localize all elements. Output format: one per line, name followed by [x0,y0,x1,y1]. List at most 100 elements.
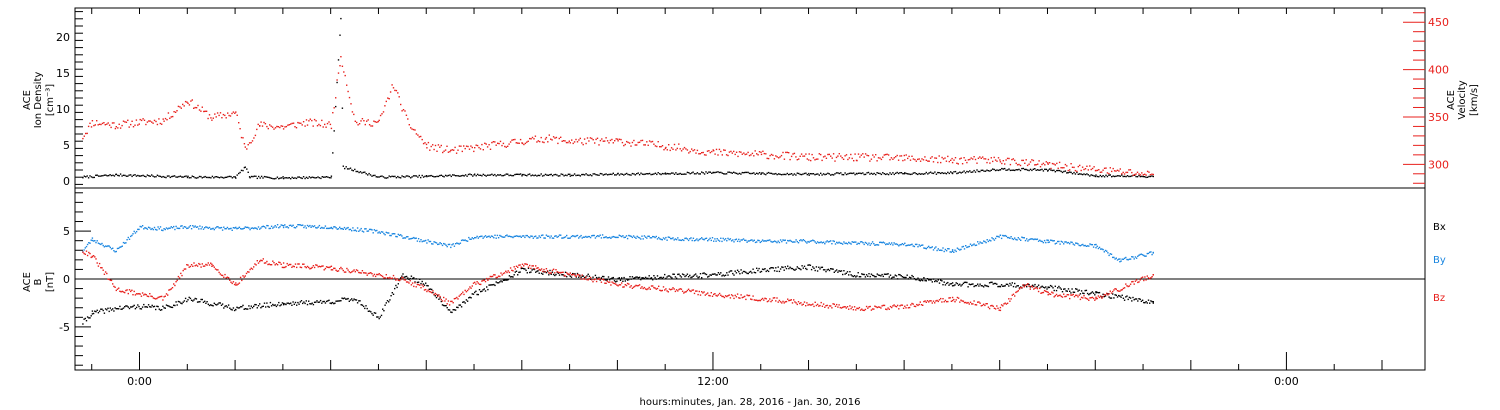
by-point [195,226,198,228]
bx-point [951,285,954,287]
density-point [507,173,509,175]
by-point [269,227,272,230]
density-point [432,175,434,177]
by-point [305,227,307,229]
by-point [486,236,488,238]
density-point [173,175,176,177]
velocity-point [1131,171,1133,174]
bz-point [468,288,470,290]
by-point [155,228,157,231]
bx-point [454,309,457,311]
bz-point [377,273,379,276]
bz-point [586,278,588,281]
velocity-point [715,148,718,151]
velocity-point [270,125,272,127]
velocity-point [397,92,399,94]
bz-point [342,269,344,272]
bz-point [285,265,287,268]
velocity-point [977,157,980,159]
bz-point [484,280,487,283]
bz-point [1030,285,1033,287]
density-point [1001,167,1003,170]
bz-point [181,274,183,277]
velocity-point [879,157,881,159]
bx-point [343,297,346,299]
velocity-point [1054,164,1056,166]
density-point [434,176,437,178]
velocity-point [111,122,114,124]
density-point [1063,170,1065,173]
bx-point [818,266,820,268]
bz-point [640,287,642,289]
bz-point [394,277,396,279]
bz-point [1061,296,1064,298]
bz-point [324,267,327,270]
by-point [260,227,262,229]
bx-point [348,300,350,302]
bz-point [932,300,935,302]
time-axis: 0:00 12:00 0:00 [91,8,1383,388]
velocity-point [1034,164,1036,166]
density-point [151,174,153,176]
bz-point [820,301,822,304]
bz-point [450,300,452,303]
velocity-point [1035,164,1037,166]
bx-point [856,275,858,277]
density-point [287,177,289,179]
density-point [647,173,649,175]
by-point [482,237,484,239]
density-point [97,175,100,177]
by-point [990,240,992,242]
bx-point [145,306,147,308]
by-point [616,236,618,239]
bx-point [404,276,407,278]
density-point [914,172,916,174]
bx-point [703,272,705,274]
by-point [91,239,94,242]
by-point [450,246,452,249]
by-point [833,240,835,243]
by-point [294,227,297,229]
bz-point [833,303,835,305]
bz-point [527,266,530,268]
by-point [849,242,851,244]
bx-point [304,302,306,305]
velocity-point [685,148,687,150]
velocity-point [887,154,890,156]
bx-point [877,274,880,276]
by-point [820,241,822,243]
density-point [1002,168,1004,170]
density-point [249,177,251,179]
density-point [540,173,542,175]
bz-point [1047,291,1049,294]
bx-point [420,282,422,285]
density-point [872,173,874,175]
bx-point [644,276,647,279]
velocity-point [1084,168,1087,170]
by-point [589,236,592,239]
by-point [805,241,807,243]
velocity-point [909,159,912,161]
density-point [1149,175,1152,178]
density-point [1038,169,1040,171]
velocity-point [911,155,913,157]
density-point [1045,168,1047,171]
density-point [187,175,189,177]
velocity-point [897,159,900,161]
bz-point [1106,292,1108,295]
bz-point [134,294,137,296]
by-point [846,243,849,245]
bx-point [822,269,825,271]
bz-point [949,297,951,299]
by-point [961,246,963,248]
velocity-point [407,118,409,120]
bz-point [1083,295,1085,297]
bx-point [1009,282,1011,285]
bz-point [490,275,493,278]
bx-point [881,273,883,276]
velocity-point [130,123,132,126]
bx-point [168,305,170,307]
velocity-point [783,158,786,160]
bz-point [106,272,108,275]
density-point [673,173,676,175]
